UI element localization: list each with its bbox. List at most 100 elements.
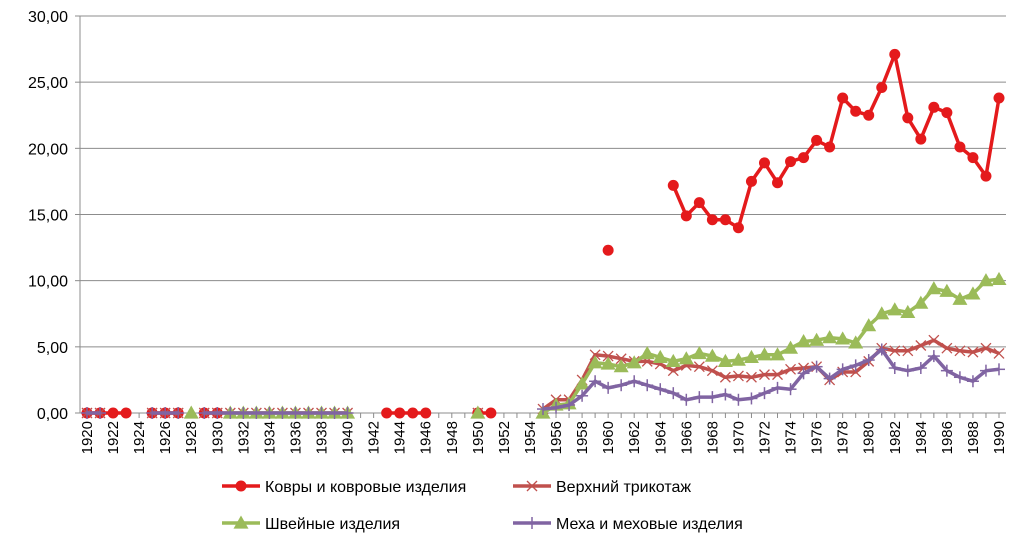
data-point xyxy=(485,407,497,419)
data-point xyxy=(811,134,823,146)
data-point xyxy=(772,369,783,381)
y-tick-label: 10,00 xyxy=(28,274,68,291)
data-point-stroke xyxy=(772,369,783,381)
data-point xyxy=(589,375,602,388)
legend: Ковры и ковровые изделия Верхний трикотаж… xyxy=(222,479,743,533)
x-axis: 1920 1922 1924 1926 1928 1930 1932 1934 1936 1938… xyxy=(79,412,1008,454)
x-tick-label: 1948 xyxy=(444,421,461,454)
x-tick-label: 1928 xyxy=(183,421,200,454)
x-tick-label: 1926 xyxy=(157,421,174,454)
data-point xyxy=(680,210,692,222)
data-point xyxy=(667,365,679,377)
data-point xyxy=(835,331,851,345)
data-point xyxy=(328,407,341,419)
data-point xyxy=(876,81,888,93)
data-point xyxy=(302,407,315,419)
data-point xyxy=(902,112,914,124)
data-point xyxy=(706,214,718,226)
plot-area xyxy=(81,48,1007,419)
data-point xyxy=(732,370,744,382)
data-point xyxy=(587,355,603,369)
data-point-stroke xyxy=(706,365,718,377)
x-tick-label: 1986 xyxy=(939,421,956,454)
legend-entry-4: Меха и меховые изделия xyxy=(513,516,743,533)
data-point xyxy=(628,375,641,388)
data-point xyxy=(928,101,940,113)
data-point xyxy=(315,407,328,419)
x-tick-label: 1970 xyxy=(730,421,747,454)
data-point xyxy=(888,362,901,375)
data-point xyxy=(289,407,302,419)
series-line xyxy=(671,52,1001,230)
data-point xyxy=(979,364,992,377)
data-point xyxy=(652,349,668,364)
data-point xyxy=(875,343,888,356)
data-point xyxy=(809,332,825,346)
data-point xyxy=(654,383,667,396)
data-point xyxy=(978,273,994,287)
legend-swatch-marker xyxy=(235,480,247,492)
y-tick-label: 15,00 xyxy=(28,208,68,225)
data-point xyxy=(470,405,486,419)
data-point xyxy=(667,179,679,191)
data-point xyxy=(719,371,731,383)
x-tick-label: 1934 xyxy=(261,421,278,454)
data-point xyxy=(602,350,614,362)
data-point xyxy=(863,109,875,121)
data-point xyxy=(678,351,694,365)
data-point xyxy=(939,283,955,297)
data-point xyxy=(887,302,903,316)
x-tick-label: 1950 xyxy=(470,421,487,454)
x-tick-label: 1920 xyxy=(79,421,96,454)
data-point xyxy=(759,369,770,381)
data-point xyxy=(991,271,1007,285)
data-point xyxy=(915,133,927,145)
data-point xyxy=(785,363,797,375)
x-tick-label: 1930 xyxy=(209,421,226,454)
data-point xyxy=(849,359,862,372)
data-point xyxy=(822,330,838,344)
data-point xyxy=(965,286,981,300)
data-point xyxy=(954,345,966,357)
data-point xyxy=(914,362,927,375)
x-tick-label: 1960 xyxy=(600,421,617,454)
series-4 xyxy=(81,343,1005,419)
data-point xyxy=(602,381,615,394)
data-point xyxy=(928,334,940,346)
x-tick-label: 1944 xyxy=(392,421,409,454)
data-point xyxy=(211,407,224,419)
data-point xyxy=(719,214,731,226)
data-point-stroke xyxy=(785,363,797,375)
data-point xyxy=(913,295,929,309)
data-point xyxy=(836,363,849,376)
x-tick-label: 1954 xyxy=(522,421,539,454)
legend-entry-1: Ковры и ковровые изделия xyxy=(222,479,466,496)
data-point xyxy=(680,393,693,406)
data-point xyxy=(641,379,654,392)
data-point xyxy=(263,407,276,419)
data-point xyxy=(798,152,810,164)
data-point xyxy=(745,392,758,405)
data-point xyxy=(665,353,681,368)
data-point-stroke xyxy=(615,353,627,365)
data-point xyxy=(146,407,159,419)
x-tick-label: 1968 xyxy=(704,421,721,454)
data-point xyxy=(980,170,992,182)
data-point-stroke xyxy=(693,361,705,373)
x-tick-label: 1932 xyxy=(235,421,252,454)
x-tick-label: 1938 xyxy=(314,421,331,454)
data-point xyxy=(889,345,901,357)
data-point-stroke xyxy=(589,349,601,361)
data-point xyxy=(770,347,786,361)
data-point xyxy=(589,349,601,361)
y-tick-label: 5,00 xyxy=(37,340,68,357)
data-point xyxy=(94,407,107,419)
data-point xyxy=(550,401,563,414)
data-point xyxy=(823,372,836,385)
data-point xyxy=(602,244,614,256)
data-point xyxy=(693,197,705,209)
data-point xyxy=(941,342,953,354)
data-point xyxy=(900,304,916,319)
data-point xyxy=(704,348,720,362)
